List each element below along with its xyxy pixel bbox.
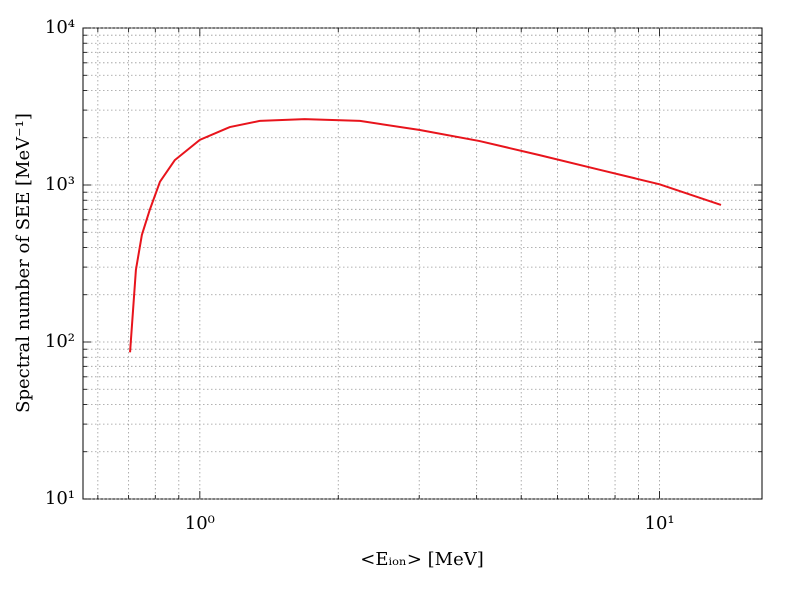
y-axis-label: Spectral number of SEE [MeV⁻¹] xyxy=(13,113,34,413)
y-tick-label: 10¹ xyxy=(45,488,75,509)
x-tick-label: 10⁰ xyxy=(185,513,215,534)
y-tick-label: 10³ xyxy=(45,174,75,195)
y-tick-label: 10² xyxy=(45,331,75,352)
plot-frame xyxy=(82,27,763,500)
x-axis-label: <Eᵢₒₙ> [MeV] xyxy=(360,549,484,570)
data-line xyxy=(129,118,722,353)
x-tick-label: 10¹ xyxy=(645,513,675,534)
y-tick-label: 10⁴ xyxy=(45,17,75,38)
